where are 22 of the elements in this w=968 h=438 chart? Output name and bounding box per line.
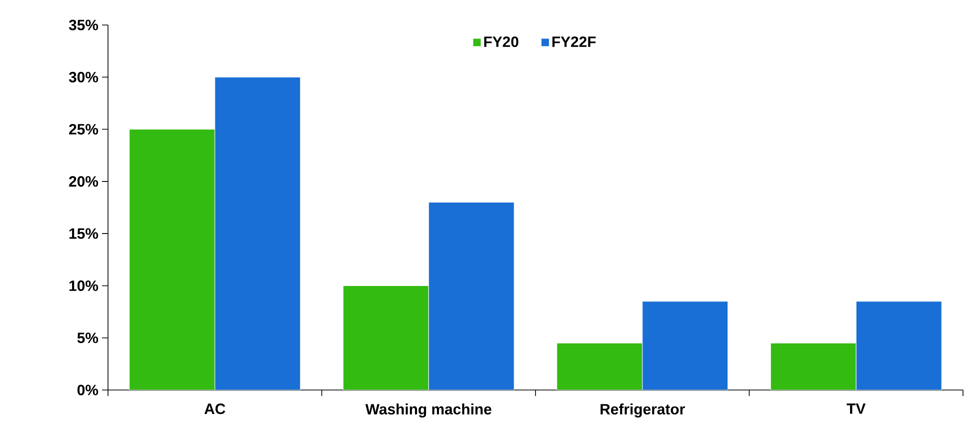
bar (129, 129, 216, 390)
y-tick-label: 15% (70, 228, 98, 239)
y-tick-label: 35% (68, 20, 98, 30)
y-tick-label: 20% (69, 176, 98, 187)
x-tick-label: TV (846, 404, 866, 414)
bar (556, 342, 643, 390)
bar (856, 301, 942, 390)
y-tick-label: 0% (77, 384, 98, 396)
bar (428, 202, 514, 390)
x-tick-label: AC (204, 404, 226, 414)
bar (642, 301, 728, 390)
x-tick-label: Washing machine (365, 404, 492, 418)
y-tick-label: 30% (68, 72, 98, 82)
legend-label: FY20 (484, 36, 518, 48)
y-tick-label: 10% (70, 280, 98, 291)
y-tick-label: 25% (69, 124, 98, 135)
bar (770, 342, 856, 390)
bar (214, 76, 301, 390)
bar (342, 285, 429, 390)
y-tick-label: 5% (77, 332, 98, 344)
legend-label: FY22F (552, 36, 596, 47)
x-tick-label: Refrigerator (600, 404, 685, 418)
